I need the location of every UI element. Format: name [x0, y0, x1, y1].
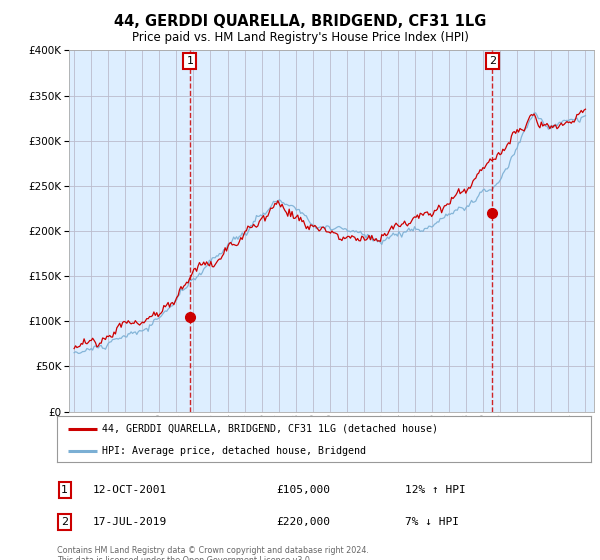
Text: HPI: Average price, detached house, Bridgend: HPI: Average price, detached house, Brid…	[103, 446, 367, 455]
Text: 12-OCT-2001: 12-OCT-2001	[93, 485, 167, 495]
Text: 2: 2	[489, 56, 496, 66]
Text: 17-JUL-2019: 17-JUL-2019	[93, 517, 167, 527]
Text: 7% ↓ HPI: 7% ↓ HPI	[405, 517, 459, 527]
Text: 1: 1	[187, 56, 193, 66]
Text: 44, GERDDI QUARELLA, BRIDGEND, CF31 1LG (detached house): 44, GERDDI QUARELLA, BRIDGEND, CF31 1LG …	[103, 424, 439, 434]
Text: 2: 2	[61, 517, 68, 527]
Text: Price paid vs. HM Land Registry's House Price Index (HPI): Price paid vs. HM Land Registry's House …	[131, 31, 469, 44]
Text: 44, GERDDI QUARELLA, BRIDGEND, CF31 1LG: 44, GERDDI QUARELLA, BRIDGEND, CF31 1LG	[114, 14, 486, 29]
Text: 1: 1	[61, 485, 68, 495]
Text: £105,000: £105,000	[276, 485, 330, 495]
Text: Contains HM Land Registry data © Crown copyright and database right 2024.
This d: Contains HM Land Registry data © Crown c…	[57, 546, 369, 560]
Text: £220,000: £220,000	[276, 517, 330, 527]
Text: 12% ↑ HPI: 12% ↑ HPI	[405, 485, 466, 495]
